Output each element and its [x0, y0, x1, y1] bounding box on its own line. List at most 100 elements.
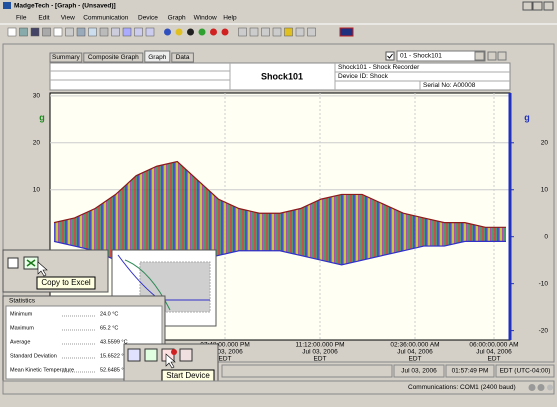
window-title: MadgeTech - [Graph - (Unsaved)]: [14, 3, 116, 10]
cursor: [37, 261, 48, 277]
stat-label: Maximum: [10, 325, 34, 331]
toolbar-button[interactable]: [53, 27, 63, 37]
status-field: [495, 364, 555, 378]
device-checkbox[interactable]: [385, 51, 395, 61]
toolbar-button[interactable]: [19, 27, 28, 37]
x-tick-date: Jul 04, 2006: [476, 349, 512, 356]
status-comm: Communications: COM1 (2400 baud): [408, 384, 516, 391]
tab-strip: Summary Composite Graph Graph Data: [49, 50, 194, 63]
stat-label: Standard Deviation: [10, 353, 57, 359]
dropdown-arrow[interactable]: [474, 51, 485, 61]
tab-label: Data: [176, 54, 190, 61]
y2-tick-label: 10: [541, 186, 549, 193]
header-table: [49, 62, 511, 91]
stat-label: Average: [10, 339, 30, 345]
toolbar-button[interactable]: [210, 28, 217, 36]
stat-label: Mean Kinetic Temperature: [10, 367, 74, 373]
toolbar-button[interactable]: [122, 27, 132, 37]
toolbar-button[interactable]: [42, 27, 51, 37]
status-icon: [528, 384, 536, 391]
toolbar-button[interactable]: [261, 27, 270, 37]
toolbar-button[interactable]: [164, 28, 171, 36]
maximize-button[interactable]: [532, 1, 543, 11]
stat-value: 15.6522 °C: [100, 353, 128, 359]
y-tick-label: 30: [33, 93, 41, 100]
device-button[interactable]: [127, 348, 141, 362]
tab[interactable]: [83, 52, 144, 63]
device-dropdown[interactable]: [396, 50, 486, 62]
title-bar: [0, 0, 557, 11]
cursor: [165, 353, 176, 369]
y2-tick-label: -10: [539, 280, 549, 287]
toolbar: [7, 27, 354, 37]
toolbar-button[interactable]: [99, 27, 109, 37]
device-name: Shock101: [261, 71, 303, 81]
close-button[interactable]: [543, 1, 554, 11]
toolbar-button[interactable]: [198, 28, 206, 36]
record-icon: [171, 349, 177, 355]
toolbar-button[interactable]: [221, 28, 229, 36]
toolbar-button[interactable]: [65, 27, 74, 37]
language-flag[interactable]: [339, 27, 354, 37]
tab[interactable]: [49, 52, 83, 63]
x-tick-zone: EDT: [488, 356, 501, 363]
device-button[interactable]: [179, 348, 193, 362]
check-mark: [387, 53, 393, 59]
toolbar-button[interactable]: [175, 28, 183, 36]
toolbar-button[interactable]: [295, 27, 305, 37]
toolbar-button[interactable]: [284, 27, 293, 37]
toolbar-button[interactable]: [76, 27, 86, 37]
status-bar: [2, 380, 555, 395]
x-tick-date: Jul 03, 2006: [302, 349, 338, 356]
x-tick-time: 06:00:00.000 AM: [469, 342, 518, 349]
toolbar-icon[interactable]: [7, 257, 19, 269]
series-line: [53, 160, 506, 228]
toolbar-button[interactable]: [238, 27, 247, 37]
toolbar-button[interactable]: [30, 27, 40, 37]
toolbar-button[interactable]: [134, 27, 143, 37]
device-button[interactable]: [144, 348, 158, 362]
panel-button[interactable]: [487, 51, 497, 61]
y2-axis-label: g: [524, 112, 530, 122]
stat-label: Minimum: [10, 311, 33, 317]
menu-item[interactable]: View: [61, 15, 75, 22]
device-select: 01 - Shock101: [400, 53, 442, 60]
toolbar-button[interactable]: [7, 27, 17, 37]
toolbar-button[interactable]: [111, 27, 120, 37]
y-tick-label: 10: [33, 186, 41, 193]
menu-item[interactable]: File: [16, 15, 27, 22]
device-description: Shock101 - Shock Recorder: [338, 64, 420, 71]
stat-value: 43.5599 °C: [100, 339, 128, 345]
toolbar-button[interactable]: [145, 27, 155, 37]
menu-item[interactable]: Graph: [168, 15, 186, 22]
menu-item[interactable]: Window: [194, 15, 217, 22]
minimize-button[interactable]: [522, 1, 533, 11]
tab[interactable]: [171, 52, 194, 63]
window-buttons[interactable]: [522, 1, 554, 11]
menu-item[interactable]: Device: [138, 15, 158, 22]
status-field: [221, 364, 393, 378]
menu-item[interactable]: Edit: [38, 15, 49, 22]
y2-tick-label: 20: [541, 139, 549, 146]
status-zone: EDT (UTC-04:00): [500, 368, 551, 375]
tab-label: Composite Graph: [88, 54, 139, 61]
tooltip-text: Copy to Excel: [41, 278, 91, 287]
toolbar-button[interactable]: [272, 27, 282, 37]
x-tick-time: 02:36:00.000 AM: [390, 342, 439, 349]
y2-tick-label: -20: [539, 327, 549, 334]
toolbar-button[interactable]: [88, 27, 97, 37]
tab[interactable]: [144, 50, 171, 63]
tab-label: Graph: [148, 54, 166, 61]
toolbar-button[interactable]: [187, 28, 194, 36]
tab-label: Summary: [52, 54, 81, 61]
toolbar-button[interactable]: [249, 27, 259, 37]
panel-close[interactable]: [497, 51, 507, 61]
serial-number: Serial No: A00008: [423, 82, 476, 89]
menu-bar: File Edit View Communication Device Graph Wind…: [16, 15, 237, 22]
y2-tick-label: 0: [544, 233, 548, 240]
x-tick-time: 11:12:00.000 PM: [295, 342, 344, 349]
excel-icon: [26, 259, 36, 267]
toolbar-button[interactable]: [307, 27, 316, 37]
menu-item[interactable]: Help: [223, 15, 237, 22]
menu-item[interactable]: Communication: [83, 15, 129, 22]
